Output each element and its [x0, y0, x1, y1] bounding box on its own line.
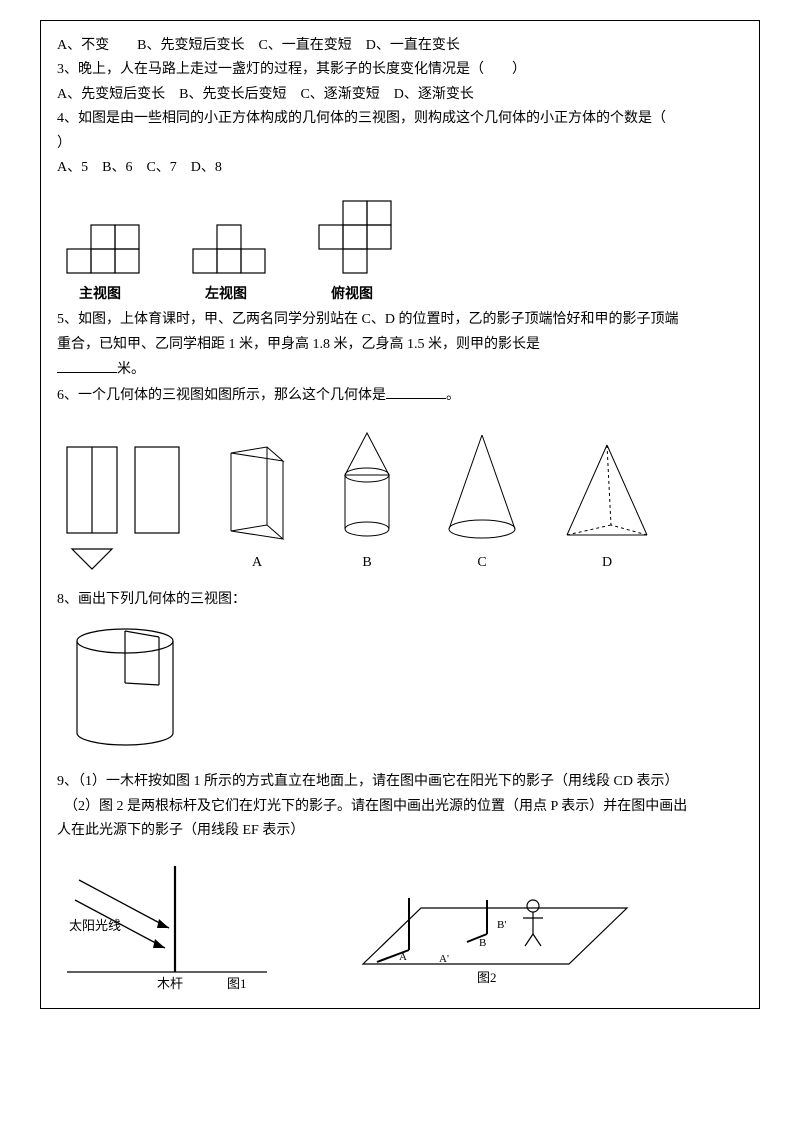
q8-text: 8、画出下列几何体的三视图： [57, 589, 743, 611]
page-container: A、不变 B、先变短后变长 C、一直在变短 D、一直在变长 3、晚上，人在马路上… [40, 20, 760, 1009]
pt-Bp: B' [497, 919, 506, 931]
pole-label: 木杆 [157, 976, 183, 991]
fig1-label: 图1 [227, 976, 247, 991]
shapes-row: A B C [57, 429, 743, 571]
q9-l1: 9、（1）一木杆按如图 1 所示的方式直立在地面上，请在图中画它在阳光下的影子（… [57, 771, 743, 793]
q5-blank [57, 358, 117, 373]
shape-c: C [437, 429, 527, 571]
fig1-block: 太阳光线 木杆 图1 [57, 852, 277, 992]
q6-text-span: 6、一个几何体的三视图如图所示，那么这个几何体是 [57, 388, 386, 403]
main-view-block: 主视图 [57, 221, 143, 303]
pt-A: A [399, 951, 407, 963]
three-views-row: 主视图 左视图 [57, 197, 743, 303]
pt-B: B [479, 937, 486, 949]
fig2-svg: A A' B B' 图2 [337, 852, 637, 992]
shape-c-label: C [437, 555, 527, 571]
q8-solid-svg [63, 623, 203, 753]
q4-text-1: 4、如图是由一些相同的小正方体构成的几何体的三视图，则构成这个几何体的小正方体的… [57, 108, 743, 130]
fig1-svg: 太阳光线 木杆 图1 [57, 852, 277, 992]
shape-a-svg [217, 439, 297, 549]
q3-text: 3、晚上，人在马路上走过一盏灯的过程，其影子的长度变化情况是（ ） [57, 59, 743, 81]
shape-d: D [557, 439, 657, 571]
q9-l3: 人在此光源下的影子（用线段 EF 表示） [57, 820, 743, 842]
top-view-svg [309, 197, 395, 277]
shape-c-svg [437, 429, 527, 549]
q3-options: A、先变短后变长 B、先变长后变短 C、逐渐变短 D、逐渐变长 [57, 84, 743, 106]
q6-suffix: 。 [446, 388, 460, 403]
top-view-label: 俯视图 [309, 283, 395, 303]
q5-l2: 重合，已知甲、乙同学相距 1 米，甲身高 1.8 米，乙身高 1.5 米，则甲的… [57, 334, 743, 356]
shape-b: B [327, 429, 407, 571]
q9-l2: （2）图 2 是两根标杆及它们在灯光下的影子。请在图中画出光源的位置（用点 P … [57, 796, 743, 818]
left-view-svg [183, 221, 269, 277]
q6-blank [386, 384, 446, 399]
left-view-label: 左视图 [183, 283, 269, 303]
fig2-label: 图2 [477, 970, 497, 985]
q9-figures: 太阳光线 木杆 图1 [57, 852, 743, 992]
q6-views-svg [57, 441, 187, 571]
left-view-block: 左视图 [183, 221, 269, 303]
leading-options: A、不变 B、先变短后变长 C、一直在变短 D、一直在变长 [57, 35, 743, 57]
main-view-svg [57, 221, 143, 277]
shape-a-label: A [217, 555, 297, 571]
q6-text: 6、一个几何体的三视图如图所示，那么这个几何体是 。 [57, 384, 743, 407]
q5-l1: 5、如图，上体育课时，甲、乙两名同学分别站在 C、D 的位置时，乙的影子顶端恰好… [57, 309, 743, 331]
shape-d-svg [557, 439, 657, 549]
q8-solid [63, 623, 743, 753]
q6-views [57, 441, 187, 571]
top-view-block: 俯视图 [309, 197, 395, 303]
main-view-label: 主视图 [57, 283, 143, 303]
sun-label: 太阳光线 [69, 918, 121, 933]
q5-suffix: 米。 [117, 362, 145, 377]
pt-Ap: A' [439, 953, 449, 965]
shape-b-svg [327, 429, 407, 549]
q4-options: A、5 B、6 C、7 D、8 [57, 157, 743, 179]
q4-text-2: ） [57, 133, 743, 155]
shape-d-label: D [557, 555, 657, 571]
fig2-block: A A' B B' 图2 [337, 852, 637, 992]
shape-b-label: B [327, 555, 407, 571]
q5-l3: 米。 [57, 358, 743, 381]
shape-a: A [217, 439, 297, 571]
